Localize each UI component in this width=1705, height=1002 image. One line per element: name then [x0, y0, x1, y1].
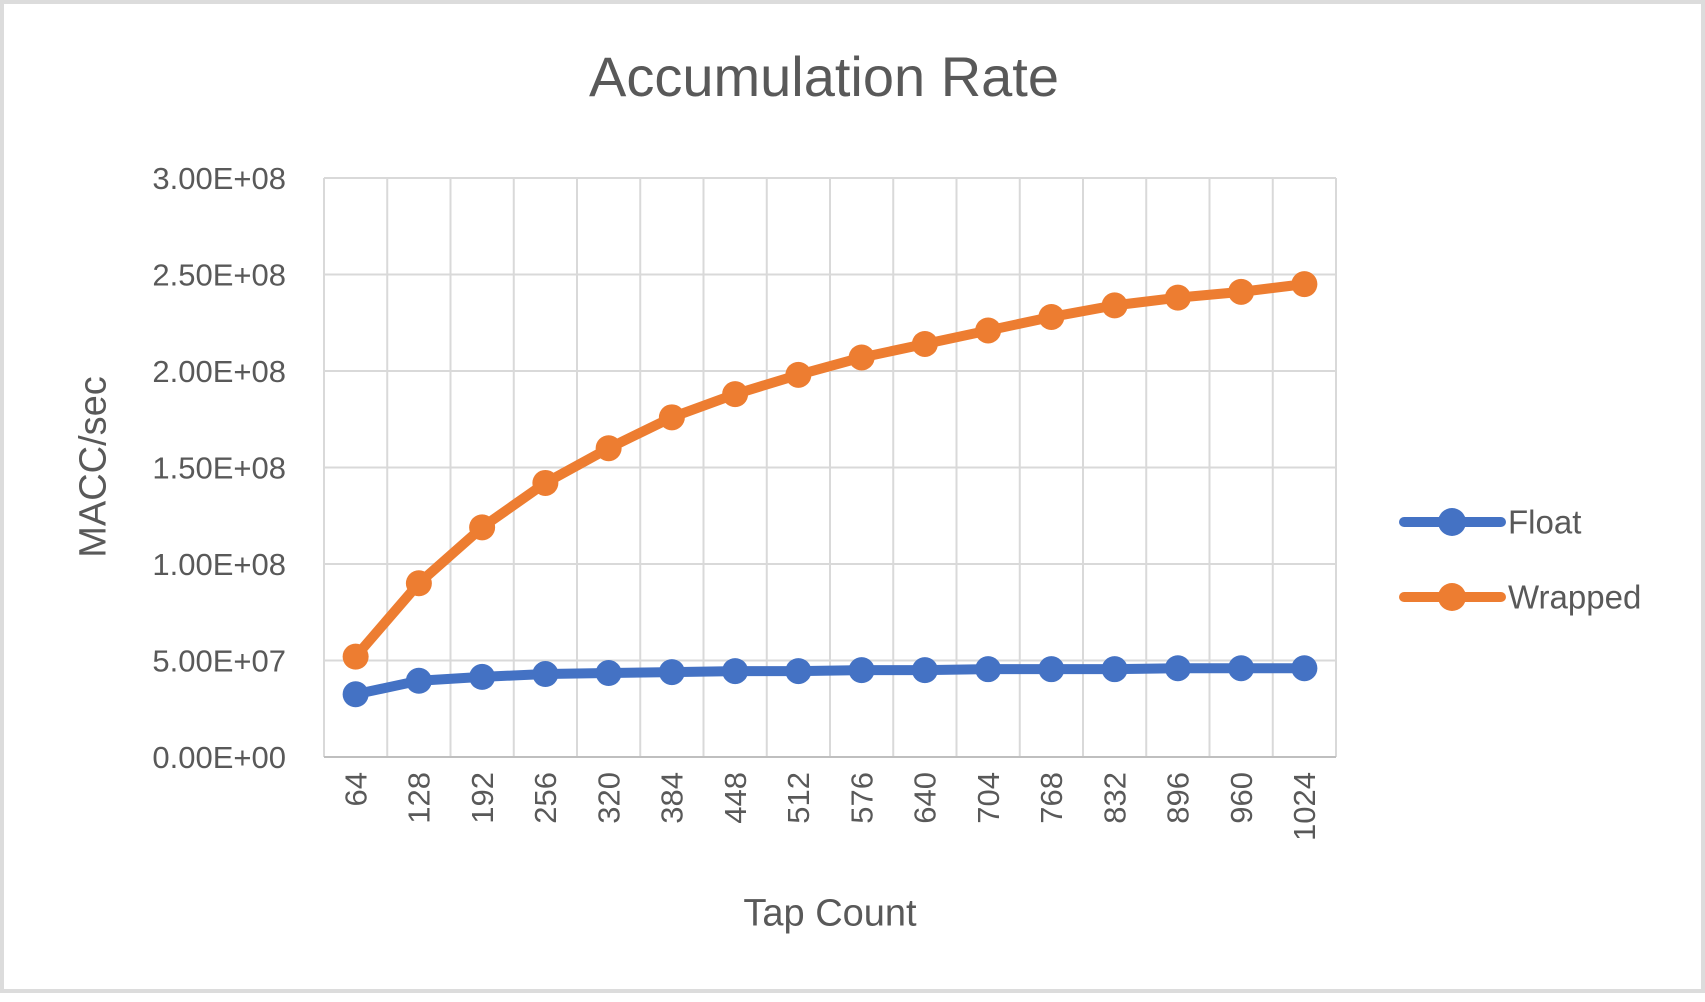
wrapped-data-point-320	[595, 435, 622, 462]
float-data-point-1024	[1291, 655, 1318, 682]
float-data-point-960	[1228, 655, 1255, 682]
y-tick-label: 3.00E+08	[152, 161, 286, 196]
x-tick-label: 960	[1224, 772, 1259, 824]
x-tick-label: 832	[1097, 772, 1132, 824]
float-data-point-704	[975, 656, 1002, 683]
x-axis-title: Tap Count	[743, 892, 917, 934]
float-data-point-768	[1038, 656, 1065, 683]
float-data-point-576	[848, 657, 875, 684]
y-tick-label: 5.00E+07	[152, 643, 286, 678]
x-tick-label: 640	[908, 772, 943, 824]
y-tick-label: 2.00E+08	[152, 354, 286, 389]
wrapped-data-point-832	[1101, 292, 1128, 319]
x-tick-label: 896	[1161, 772, 1196, 824]
y-axis-title: MACC/sec	[72, 376, 114, 558]
chart-title: Accumulation Rate	[589, 45, 1059, 108]
x-tick-label: 1024	[1287, 772, 1322, 841]
wrapped-data-point-256	[532, 469, 559, 496]
wrapped-data-point-640	[911, 330, 938, 357]
wrapped-data-point-768	[1038, 303, 1065, 330]
wrapped-data-point-960	[1228, 278, 1255, 305]
x-tick-label: 512	[781, 772, 816, 824]
wrapped-data-point-128	[405, 570, 432, 597]
wrapped-data-point-576	[848, 344, 875, 371]
float-data-point-384	[658, 659, 685, 686]
x-tick-label: 384	[655, 772, 690, 824]
float-data-point-896	[1164, 655, 1191, 682]
wrapped-series-line	[350, 279, 1310, 662]
wrapped-data-point-704	[975, 317, 1002, 344]
float-data-point-512	[785, 658, 812, 685]
y-tick-label: 2.50E+08	[152, 257, 286, 292]
float-data-point-64	[342, 681, 369, 708]
x-tick-label: 256	[528, 772, 563, 824]
float-data-point-128	[405, 667, 432, 694]
x-tick-label: 448	[718, 772, 753, 824]
accumulation-rate-chart: Accumulation Rate MACC/sec Tap Count 0.0…	[72, 45, 1641, 934]
float-series-line	[350, 663, 1310, 700]
wrapped-data-point-192	[469, 514, 496, 541]
legend: Float Wrapped	[1399, 504, 1641, 616]
float-data-point-192	[469, 663, 496, 690]
wrapped-data-point-896	[1164, 284, 1191, 311]
x-tick-label: 320	[591, 772, 626, 824]
wrapped-data-point-448	[722, 381, 749, 408]
float-legend-marker-icon	[1438, 508, 1466, 536]
x-tick-label: 128	[402, 772, 437, 824]
legend-label-float: Float	[1508, 504, 1581, 541]
float-data-point-832	[1101, 656, 1128, 683]
wrapped-data-point-384	[658, 404, 685, 431]
float-data-point-256	[532, 661, 559, 688]
wrapped-legend-marker-icon	[1438, 583, 1466, 611]
float-data-point-640	[911, 657, 938, 684]
legend-label-wrapped: Wrapped	[1508, 579, 1641, 616]
y-tick-label: 1.00E+08	[152, 547, 286, 582]
plot-area: 0.00E+00 5.00E+07 1.00E+08 1.50E+08 2.00E+08…	[152, 161, 1337, 841]
x-tick-label: 576	[844, 772, 879, 824]
wrapped-data-point-64	[342, 643, 369, 670]
wrapped-data-point-512	[785, 361, 812, 388]
y-tick-label: 0.00E+00	[152, 740, 286, 775]
x-tick-label: 192	[465, 772, 500, 824]
y-tick-label: 1.50E+08	[152, 450, 286, 485]
legend-item-float: Float	[1399, 504, 1581, 541]
float-data-point-448	[722, 658, 749, 685]
x-tick-label: 64	[338, 772, 373, 806]
legend-item-wrapped: Wrapped	[1399, 579, 1641, 616]
x-tick-label: 768	[1034, 772, 1069, 824]
float-data-point-320	[595, 660, 622, 687]
x-tick-label: 704	[971, 772, 1006, 824]
wrapped-data-point-1024	[1291, 271, 1318, 298]
